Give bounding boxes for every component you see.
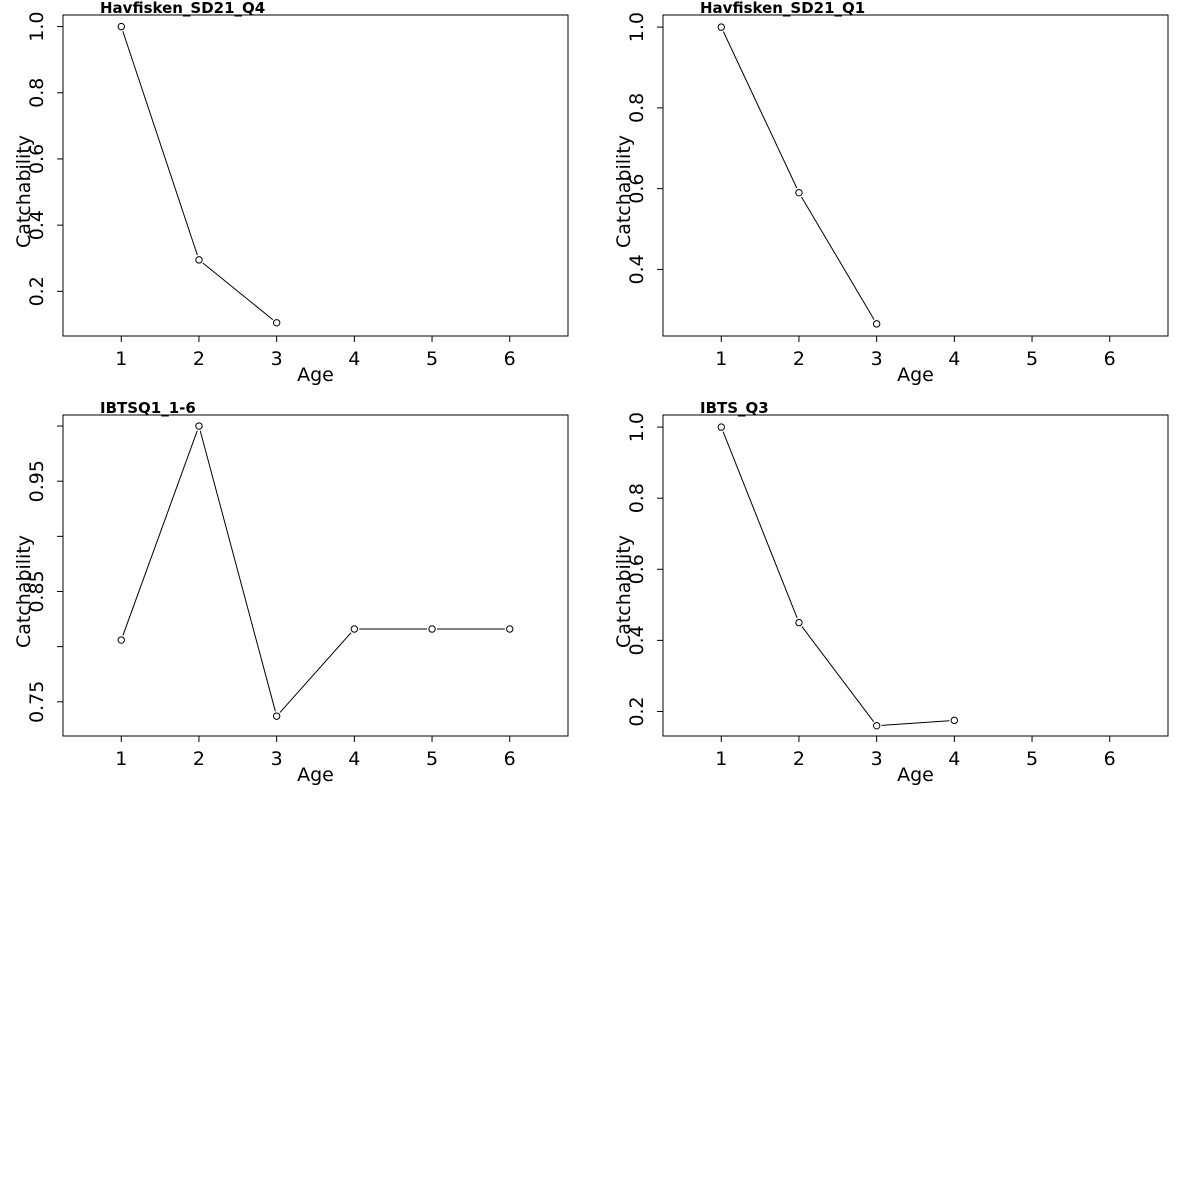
plot-frame <box>662 414 1169 737</box>
y-axis-label: Catchability <box>13 135 35 248</box>
plot-frame <box>62 14 569 337</box>
x-axis-label: Age <box>897 364 934 386</box>
x-tick-label: 2 <box>793 348 805 370</box>
data-point <box>506 625 514 633</box>
y-axis-label: Catchability <box>613 535 635 648</box>
chart-panel-4: IBTS_Q3 1 2 3 4 5 6 0.2 0.4 0.6 0.8 1.0 Age Catchabil… <box>613 399 1169 786</box>
x-tick-label: 6 <box>504 748 516 770</box>
x-tick-label: 3 <box>271 748 283 770</box>
x-tick-label: 2 <box>793 748 805 770</box>
data-point <box>195 422 203 430</box>
chart-title: IBTSQ1_1-6 <box>100 399 196 417</box>
y-tick-label: 1.0 <box>26 11 48 41</box>
data-point <box>872 721 881 730</box>
y-axis-label: Catchability <box>13 535 35 648</box>
series-line-segment <box>199 430 276 712</box>
y-tick-label: 0.4 <box>626 625 648 655</box>
series-line-segment <box>202 262 274 321</box>
y-tick-label: 0.8 <box>26 78 48 108</box>
x-tick-label: 6 <box>1104 348 1116 370</box>
y-tick-label: 0.8 <box>626 93 648 123</box>
data-point <box>428 625 436 633</box>
y-tick-label: 0.4 <box>26 210 48 240</box>
x-tick-label: 6 <box>504 348 516 370</box>
x-tick-label: 3 <box>271 348 283 370</box>
series-line-segment <box>801 196 875 320</box>
x-tick-label: 5 <box>426 748 438 770</box>
y-tick-label: 0.2 <box>26 276 48 306</box>
series-line-segment <box>722 431 798 619</box>
plot-frame <box>62 414 569 737</box>
x-tick-label: 4 <box>948 748 960 770</box>
x-tick-label: 3 <box>871 748 883 770</box>
data-point <box>950 716 959 725</box>
series-line-segment <box>122 430 198 636</box>
x-tick-label: 1 <box>115 748 127 770</box>
y-axis-label: Catchability <box>613 135 635 248</box>
y-tick-label: 0.4 <box>626 254 648 284</box>
data-point <box>272 712 281 720</box>
x-tick-label: 1 <box>115 348 127 370</box>
x-tick-label: 2 <box>193 748 205 770</box>
y-tick-label: 0.6 <box>26 144 48 174</box>
series-line-segment <box>722 31 798 189</box>
chart-title: Havfisken_SD21_Q4 <box>100 0 265 17</box>
y-tick-label: 0.6 <box>626 174 648 204</box>
y-tick-label: 0.8 <box>626 483 648 513</box>
x-tick-label: 4 <box>348 748 360 770</box>
y-tick-label: 1.0 <box>626 12 648 42</box>
y-tick-label: 0.85 <box>26 570 48 612</box>
plot-frame <box>662 14 1169 337</box>
data-point <box>717 423 725 431</box>
x-tick-label: 4 <box>948 348 960 370</box>
x-tick-label: 3 <box>871 348 883 370</box>
data-point <box>117 636 125 644</box>
series-line-segment <box>279 632 352 713</box>
data-point <box>117 22 125 31</box>
x-tick-label: 6 <box>1104 748 1116 770</box>
y-tick-label: 0.95 <box>26 460 48 502</box>
y-tick-label: 0.2 <box>626 696 648 726</box>
x-tick-label: 5 <box>1026 348 1038 370</box>
y-tick-label: 0.75 <box>26 681 48 723</box>
x-axis-label: Age <box>297 764 334 786</box>
y-tick-label: 1.0 <box>626 412 648 442</box>
chart-title: Havfisken_SD21_Q1 <box>700 0 865 17</box>
data-point <box>795 618 803 627</box>
series-line-segment <box>801 626 875 722</box>
x-axis-label: Age <box>897 764 934 786</box>
chart-panel-2: Havfisken_SD21_Q1 1 2 3 4 5 6 0.4 0.6 0.8 1.0 Age Ca… <box>613 0 1169 386</box>
data-point <box>872 320 881 328</box>
data-point <box>195 256 203 264</box>
x-tick-label: 1 <box>715 348 727 370</box>
chart-panel-3: IBTSQ1_1-6 1 2 3 4 5 6 0.75 0.85 0.95 Age Catchabil… <box>13 399 569 786</box>
data-point <box>350 625 359 633</box>
x-tick-label: 4 <box>348 348 360 370</box>
x-tick-label: 5 <box>1026 748 1038 770</box>
series-line-segment <box>122 31 198 256</box>
x-tick-label: 2 <box>193 348 205 370</box>
x-tick-label: 1 <box>715 748 727 770</box>
data-point <box>717 23 725 31</box>
data-point <box>272 319 281 327</box>
chart-panel-1: Havfisken_SD21_Q4 1 2 3 4 5 6 0.2 0.4 0.6 0.8 1.0 Ag… <box>13 0 569 386</box>
chart-title: IBTS_Q3 <box>700 399 769 417</box>
series-line-segment <box>881 720 950 726</box>
y-tick-label: 0.6 <box>626 554 648 584</box>
x-tick-label: 5 <box>426 348 438 370</box>
data-point <box>795 188 803 197</box>
x-axis-label: Age <box>297 364 334 386</box>
